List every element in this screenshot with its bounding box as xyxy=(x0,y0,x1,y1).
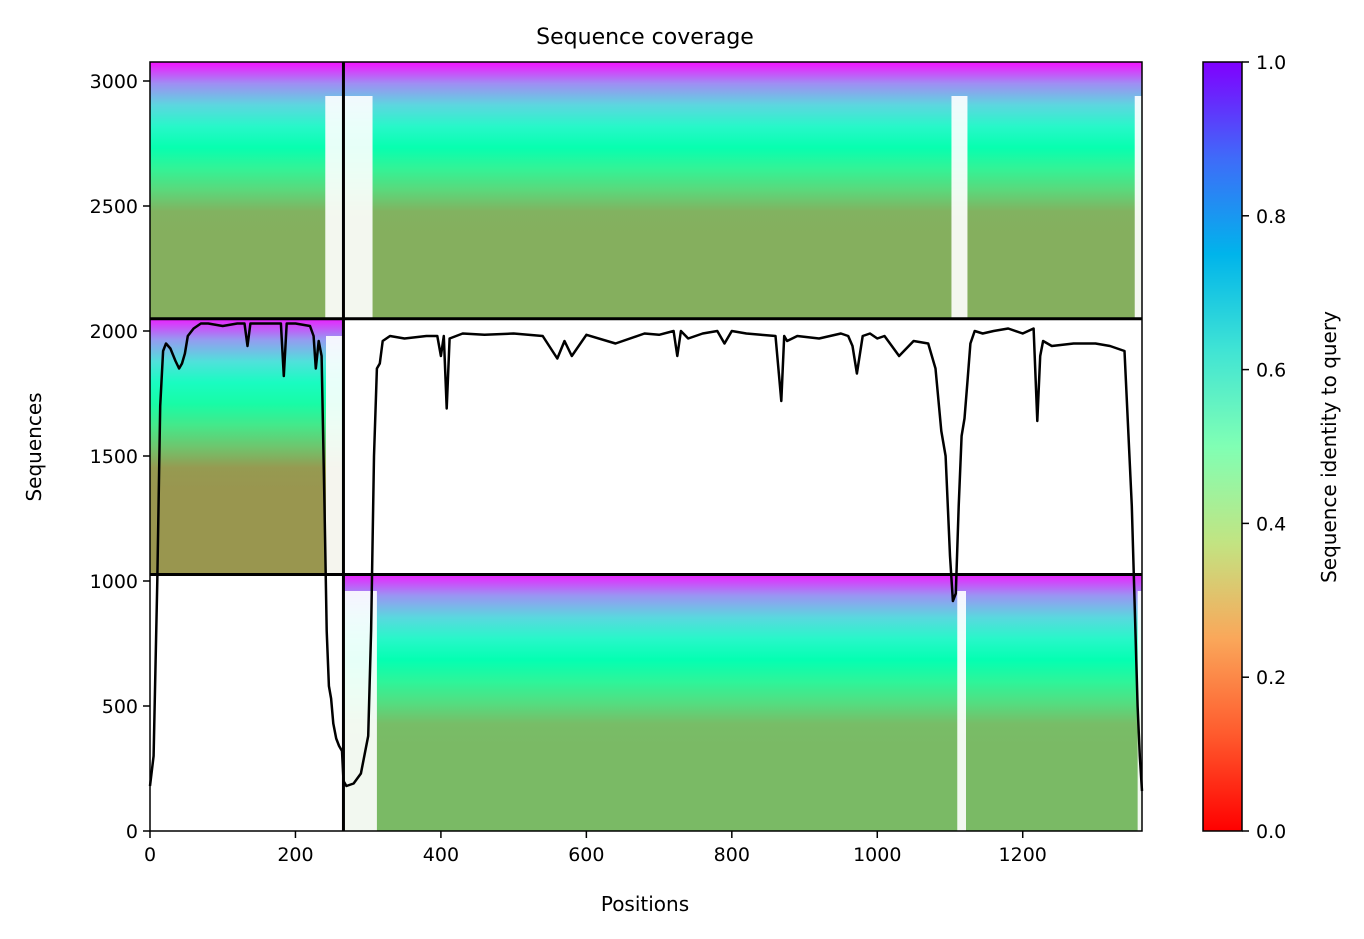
colorbar-tick-label: 0.0 xyxy=(1256,821,1286,843)
coverage-block xyxy=(343,62,1142,319)
plot-frame xyxy=(149,61,1143,832)
plot-area: 0 200 400 600 800 1000 1200 0 500 1000 1500 2000 250… xyxy=(90,61,1144,866)
coverage-block xyxy=(150,62,344,319)
x-tick-label: 600 xyxy=(568,844,604,866)
colorbar-tick-label: 0.2 xyxy=(1256,667,1286,689)
x-tick-label: 1000 xyxy=(853,844,901,866)
coverage-gap xyxy=(1137,591,1142,831)
y-tick-label: 1500 xyxy=(90,446,138,468)
coverage-gap xyxy=(957,591,966,831)
y-tick-label: 500 xyxy=(102,696,138,718)
colorbar-tick-label: 0.6 xyxy=(1256,360,1286,382)
empty-region xyxy=(150,574,344,831)
x-tick-label: 0 xyxy=(144,844,156,866)
x-tick-label: 400 xyxy=(423,844,459,866)
colorbar-tick-label: 0.4 xyxy=(1256,513,1286,535)
colorbar-gradient xyxy=(1202,61,1243,832)
coverage-gap xyxy=(951,96,968,319)
x-axis-label: Positions xyxy=(601,892,689,916)
coverage-block xyxy=(343,574,1142,831)
y-tick-label: 3000 xyxy=(90,71,138,93)
y-tick-label: 1000 xyxy=(90,571,138,593)
coverage-gap xyxy=(1134,96,1142,319)
colorbar-tick-label: 1.0 xyxy=(1256,52,1286,74)
y-axis-label: Sequences xyxy=(22,392,46,501)
coverage-line xyxy=(148,322,1144,792)
colorbar-tick-label: 0.8 xyxy=(1256,206,1286,228)
y-tick-label: 2500 xyxy=(90,196,138,218)
empty-region xyxy=(343,318,1142,575)
chart-title: Sequence coverage xyxy=(536,25,754,50)
x-tick-label: 200 xyxy=(277,844,313,866)
x-tick-label: 800 xyxy=(714,844,750,866)
y-tick-label: 2000 xyxy=(90,321,138,343)
y-tick-label: 0 xyxy=(126,821,138,843)
colorbar: 0.0 0.2 0.4 0.6 0.8 1.0 xyxy=(1202,52,1286,843)
colorbar-label: Sequence identity to query xyxy=(1317,311,1341,583)
coverage-gap xyxy=(325,96,344,319)
x-tick-label: 1200 xyxy=(999,844,1047,866)
coverage-gap xyxy=(326,336,344,575)
coverage-gap xyxy=(343,96,373,319)
